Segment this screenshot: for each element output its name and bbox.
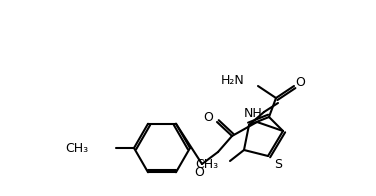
Text: CH₃: CH₃ — [195, 159, 218, 172]
Text: CH₃: CH₃ — [65, 142, 88, 154]
Text: O: O — [295, 75, 305, 89]
Text: S: S — [274, 158, 282, 171]
Text: NH: NH — [244, 106, 262, 120]
Text: O: O — [194, 165, 204, 179]
Text: O: O — [203, 111, 213, 123]
Text: H₂N: H₂N — [220, 74, 244, 86]
